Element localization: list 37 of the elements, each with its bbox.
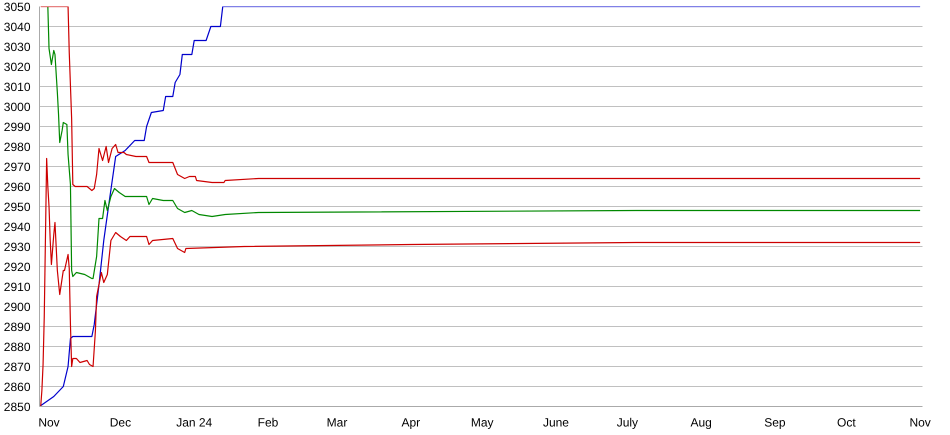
x-tick-label: Nov [38,416,60,430]
y-tick-label: 2940 [4,220,31,234]
y-tick-label: 3000 [4,100,31,114]
y-tick-label: 3010 [4,80,31,94]
y-tick-label: 3050 [4,0,31,14]
y-tick-label: 2930 [4,240,31,254]
x-tick-label: Oct [837,416,856,430]
y-tick-label: 2970 [4,160,31,174]
y-tick-label: 2990 [4,120,31,134]
x-tick-label: June [542,416,570,430]
line-series [40,6,921,406]
x-tick-label: May [470,416,494,430]
y-tick-label: 2870 [4,360,31,374]
x-tick-label: Apr [401,416,420,430]
line-series [47,6,921,280]
y-tick-label: 2920 [4,260,31,274]
y-tick-label: 2900 [4,300,31,314]
y-tick-label: 2880 [4,340,31,354]
x-tick-label: Aug [690,416,712,430]
y-tick-label: 2960 [4,180,31,194]
y-tick-label: 2950 [4,200,31,214]
x-tick-label: Jan 24 [176,416,213,430]
y-tick-label: 2910 [4,280,31,294]
y-tick-label: 2980 [4,140,31,154]
y-tick-label: 3020 [4,60,31,74]
x-tick-label: Sep [764,416,786,430]
y-tick-label: 3040 [4,20,31,34]
y-tick-label: 2850 [4,400,31,414]
x-tick-label: Dec [110,416,132,430]
y-tick-label: 2890 [4,320,31,334]
x-tick-label: Nov [909,416,931,430]
x-tick-label: July [616,416,638,430]
y-tick-label: 3030 [4,40,31,54]
x-tick-label: Feb [258,416,279,430]
line-series [40,6,921,192]
x-tick-label: Mar [326,416,348,430]
y-tick-label: 2860 [4,380,31,394]
